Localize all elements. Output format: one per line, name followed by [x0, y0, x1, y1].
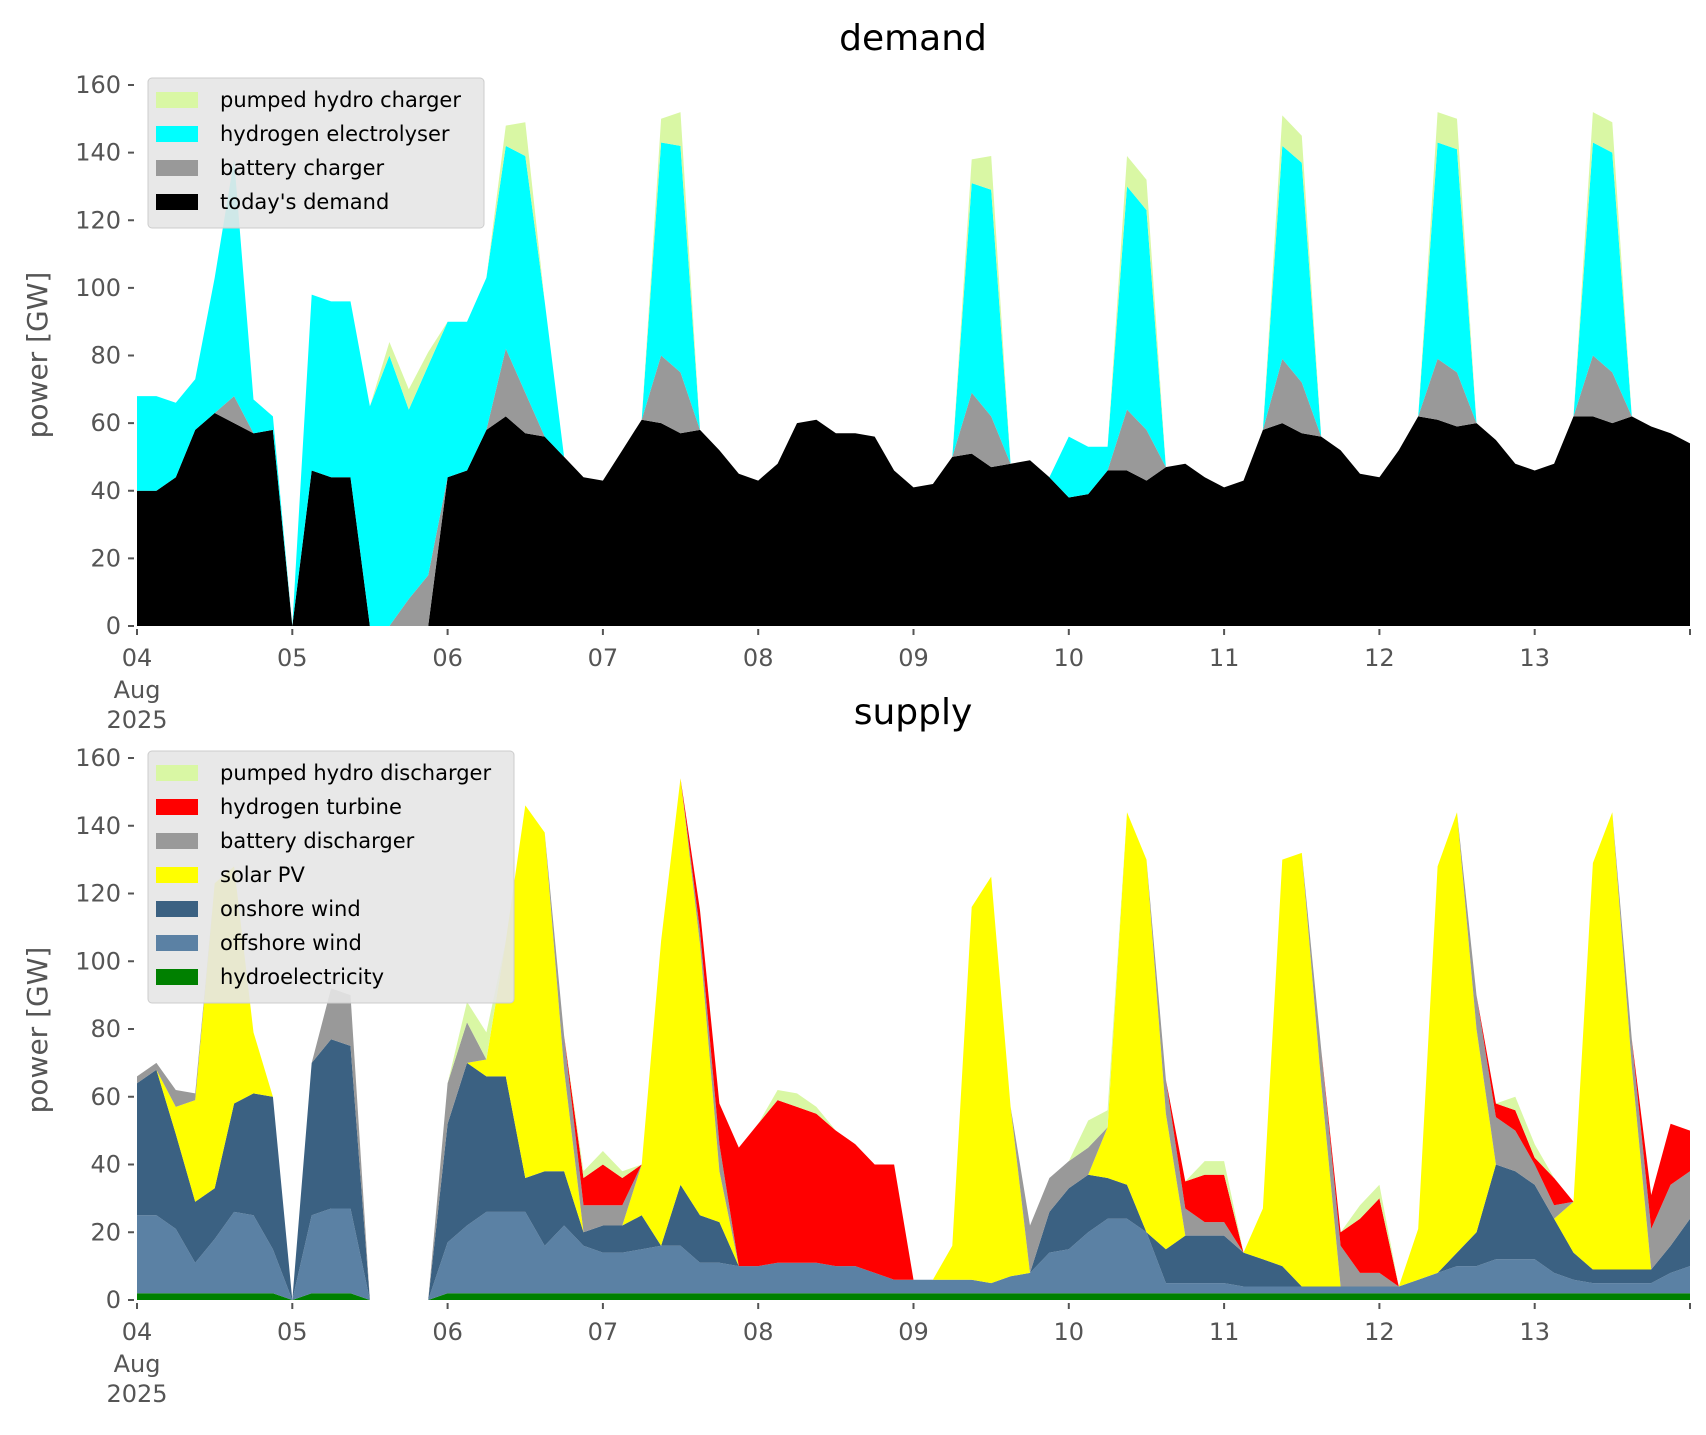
x-tick-label: 13 — [1519, 1318, 1550, 1346]
x-tick-label: 06 — [432, 644, 463, 672]
x-tick-label: 05 — [277, 1318, 308, 1346]
legend-swatch-hydroelectricity — [156, 969, 198, 985]
x-tick-label: 12 — [1364, 1318, 1395, 1346]
legend-label-solar-pv: solar PV — [220, 863, 305, 887]
y-tick-label: 160 — [75, 744, 121, 772]
x-tick-label: 08 — [743, 644, 774, 672]
x-tick-label: 13 — [1519, 644, 1550, 672]
y-tick-label: 120 — [75, 880, 121, 908]
legend-swatch-battery-discharger — [156, 833, 198, 849]
y-tick-label: 120 — [75, 206, 121, 234]
legend-swatch-today-s-demand — [156, 194, 198, 210]
legend-label-pumped-hydro-discharger: pumped hydro discharger — [220, 761, 491, 785]
legend-label-pumped-hydro-charger: pumped hydro charger — [220, 88, 461, 112]
legend-label-onshore-wind: onshore wind — [220, 897, 361, 921]
x-tick-label: 08 — [743, 1318, 774, 1346]
x-tick-label: 11 — [1209, 644, 1240, 672]
y-tick-label: 140 — [75, 812, 121, 840]
x-tick-label: 07 — [588, 644, 619, 672]
legend-label-battery-charger: battery charger — [220, 156, 385, 180]
y-tick-label: 100 — [75, 274, 121, 302]
x-tick-year-label: 2025 — [106, 706, 167, 734]
y-tick-label: 80 — [90, 1015, 121, 1043]
x-tick-label: 07 — [588, 1318, 619, 1346]
x-tick-label: 09 — [898, 1318, 929, 1346]
legend-swatch-pumped-hydro-discharger — [156, 765, 198, 781]
y-tick-label: 40 — [90, 1151, 121, 1179]
area-hydrogen-electrolyser — [137, 142, 1690, 626]
legend-box — [147, 77, 485, 229]
y-tick-label: 100 — [75, 947, 121, 975]
y-tick-label: 60 — [90, 1083, 121, 1111]
supply-legend: pumped hydro discharger hydrogen turbine b… — [147, 750, 515, 1004]
y-tick-label: 0 — [106, 612, 121, 640]
legend-label-hydroelectricity: hydroelectricity — [220, 965, 384, 989]
legend-label-battery-discharger: battery discharger — [220, 829, 415, 853]
legend-label-today-s-demand: today's demand — [220, 190, 389, 214]
demand-y-ticks: 0 20 40 60 80 100 120 140 160 — [75, 71, 134, 640]
demand-y-axis-label: power [GW] — [21, 272, 54, 439]
y-tick-label: 160 — [75, 71, 121, 99]
legend-swatch-battery-charger — [156, 160, 198, 176]
x-tick-year-label: 2025 — [106, 1380, 167, 1408]
legend-swatch-offshore-wind — [156, 935, 198, 951]
x-tick-label: 04 — [122, 1318, 153, 1346]
x-tick-label: 09 — [898, 644, 929, 672]
x-tick-label: 05 — [277, 644, 308, 672]
y-tick-label: 20 — [90, 1218, 121, 1246]
x-tick-label: 12 — [1364, 644, 1395, 672]
supply-y-ticks: 0 20 40 60 80 100 120 140 160 — [75, 744, 134, 1314]
area-battery-charger — [137, 348, 1690, 626]
demand-title: demand — [839, 18, 987, 59]
legend-swatch-hydrogen-turbine — [156, 799, 198, 815]
legend-swatch-solar-pv — [156, 867, 198, 883]
area-today-s-demand — [137, 413, 1690, 626]
demand-areas — [137, 112, 1690, 627]
x-tick-label: 10 — [1054, 644, 1085, 672]
y-tick-label: 60 — [90, 409, 121, 437]
y-tick-label: 80 — [90, 342, 121, 370]
area-solar-pv — [137, 778, 1690, 1300]
supply-title: supply — [854, 692, 973, 733]
y-tick-label: 0 — [106, 1286, 121, 1314]
legend-swatch-pumped-hydro-charger — [156, 92, 198, 108]
legend-swatch-onshore-wind — [156, 901, 198, 917]
supply-y-axis-label: power [GW] — [21, 947, 54, 1114]
legend-label-offshore-wind: offshore wind — [220, 931, 362, 955]
x-tick-label: 06 — [432, 1318, 463, 1346]
demand-legend: pumped hydro charger hydrogen electrolyse… — [147, 77, 485, 229]
supply-areas — [137, 778, 1690, 1300]
legend-label-hydrogen-turbine: hydrogen turbine — [220, 795, 402, 819]
x-tick-month-label: Aug — [114, 676, 161, 704]
x-tick-label: 10 — [1054, 1318, 1085, 1346]
x-tick-month-label: Aug — [114, 1350, 161, 1378]
area-onshore-wind — [137, 1039, 1690, 1300]
area-hydroelectricity — [137, 1293, 1690, 1300]
x-tick-label: 04 — [122, 644, 153, 672]
legend-box — [147, 750, 515, 1004]
y-tick-label: 140 — [75, 139, 121, 167]
legend-label-hydrogen-electrolyser: hydrogen electrolyser — [220, 122, 450, 146]
y-tick-label: 20 — [90, 544, 121, 572]
area-offshore-wind — [137, 1208, 1690, 1300]
legend-swatch-hydrogen-electrolyser — [156, 126, 198, 142]
x-tick-label: 11 — [1209, 1318, 1240, 1346]
y-tick-label: 40 — [90, 477, 121, 505]
